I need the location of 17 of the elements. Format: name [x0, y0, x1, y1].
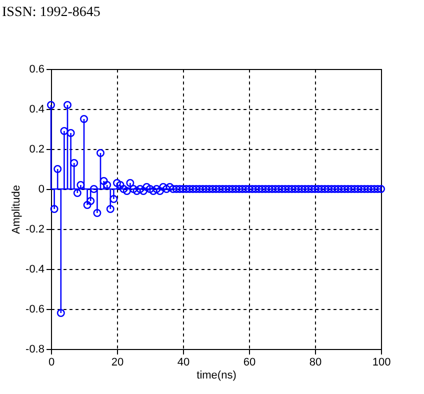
y-tick-label: -0.2 [26, 224, 44, 236]
y-tick-label: -0.6 [26, 304, 44, 316]
x-axis-title: time(ns) [196, 370, 236, 382]
x-tick-label: 20 [111, 356, 124, 368]
y-tick-label: -0.4 [26, 264, 44, 276]
y-tick-label: 0 [38, 184, 44, 196]
y-tick-label: -0.8 [26, 344, 44, 356]
text: ISSN: 1992-8645 [2, 5, 100, 20]
x-tick-label: 60 [243, 356, 256, 368]
x-tick-label: 80 [309, 356, 322, 368]
x-tick-label: 0 [48, 356, 55, 368]
y-tick-label: 0.2 [29, 144, 44, 156]
x-tick-label: 40 [177, 356, 190, 368]
y-axis-title: Amplitude [10, 185, 23, 234]
y-tick-label: 0.6 [29, 64, 44, 76]
x-tick-label: 100 [372, 356, 391, 368]
y-tick-label: 0.4 [29, 104, 44, 116]
